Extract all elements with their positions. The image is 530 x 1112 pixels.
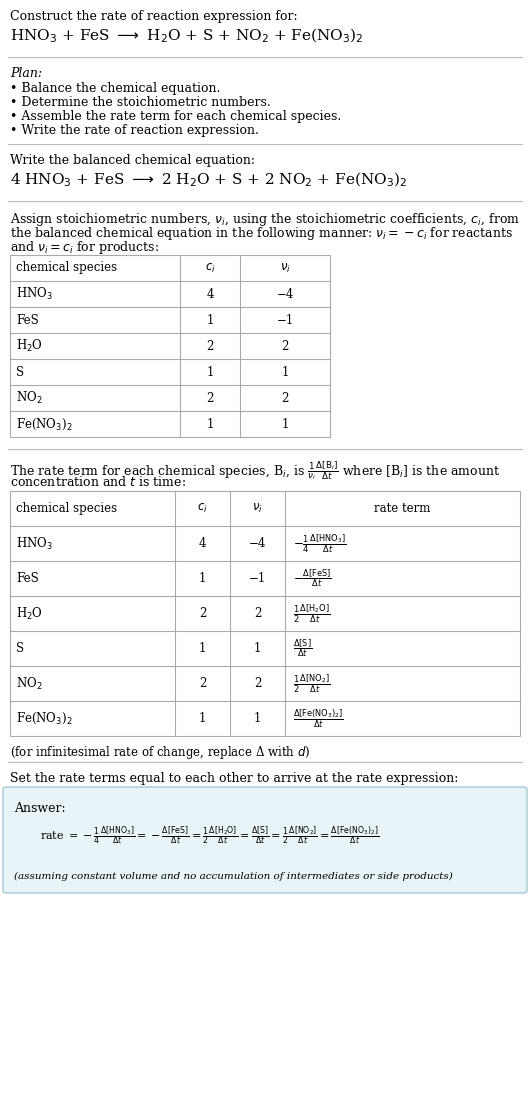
Text: • Balance the chemical equation.: • Balance the chemical equation. (10, 82, 220, 95)
Text: $\frac{1}{2}\frac{\Delta[\mathrm{H_2O}]}{\Delta t}$: $\frac{1}{2}\frac{\Delta[\mathrm{H_2O}]}… (293, 603, 330, 625)
Text: 1: 1 (281, 417, 289, 430)
Text: rate term: rate term (374, 502, 431, 515)
Text: $\nu_i$: $\nu_i$ (280, 261, 290, 275)
Text: $c_i$: $c_i$ (197, 502, 208, 515)
Text: FeS: FeS (16, 572, 39, 585)
Bar (10, 255, 330, 437)
Text: 4: 4 (199, 537, 206, 550)
Text: $\frac{\Delta[\mathrm{Fe(NO_3)_2}]}{\Delta t}$: $\frac{\Delta[\mathrm{Fe(NO_3)_2}]}{\Del… (293, 707, 344, 729)
Text: HNO$_3$: HNO$_3$ (16, 536, 53, 552)
Text: 2: 2 (199, 607, 206, 620)
Text: 4: 4 (206, 288, 214, 300)
Text: FeS: FeS (16, 314, 39, 327)
Text: HNO$_3$ + FeS $\longrightarrow$ H$_2$O + S + NO$_2$ + Fe(NO$_3$)$_2$: HNO$_3$ + FeS $\longrightarrow$ H$_2$O +… (10, 27, 364, 46)
Text: rate $= -\frac{1}{4}\frac{\Delta[\mathrm{HNO_3}]}{\Delta t} = -\frac{\Delta[\mat: rate $= -\frac{1}{4}\frac{\Delta[\mathrm… (40, 825, 379, 847)
Text: and $\nu_i = c_i$ for products:: and $\nu_i = c_i$ for products: (10, 239, 159, 256)
Text: Write the balanced chemical equation:: Write the balanced chemical equation: (10, 153, 255, 167)
Text: 2: 2 (254, 677, 261, 691)
Text: $\nu_i$: $\nu_i$ (252, 502, 263, 515)
Text: 2: 2 (199, 677, 206, 691)
Text: 2: 2 (254, 607, 261, 620)
Bar (10, 492, 520, 736)
Text: 1: 1 (206, 314, 214, 327)
Text: −4: −4 (276, 288, 294, 300)
Text: 2: 2 (281, 339, 289, 353)
Text: Construct the rate of reaction expression for:: Construct the rate of reaction expressio… (10, 10, 298, 23)
Text: 4 HNO$_3$ + FeS $\longrightarrow$ 2 H$_2$O + S + 2 NO$_2$ + Fe(NO$_3$)$_2$: 4 HNO$_3$ + FeS $\longrightarrow$ 2 H$_2… (10, 171, 407, 189)
Text: 2: 2 (206, 391, 214, 405)
Text: NO$_2$: NO$_2$ (16, 675, 42, 692)
Text: • Write the rate of reaction expression.: • Write the rate of reaction expression. (10, 125, 259, 137)
Text: 1: 1 (254, 712, 261, 725)
Text: −1: −1 (249, 572, 266, 585)
Text: Set the rate terms equal to each other to arrive at the rate expression:: Set the rate terms equal to each other t… (10, 772, 458, 785)
Text: −1: −1 (276, 314, 294, 327)
Text: H$_2$O: H$_2$O (16, 605, 43, 622)
Text: Fe(NO$_3$)$_2$: Fe(NO$_3$)$_2$ (16, 416, 73, 431)
Text: 1: 1 (254, 642, 261, 655)
Text: Answer:: Answer: (14, 802, 66, 815)
Text: $-\frac{\Delta[\mathrm{FeS}]}{\Delta t}$: $-\frac{\Delta[\mathrm{FeS}]}{\Delta t}$ (293, 567, 332, 589)
Text: H$_2$O: H$_2$O (16, 338, 43, 354)
Text: 1: 1 (206, 417, 214, 430)
Text: • Determine the stoichiometric numbers.: • Determine the stoichiometric numbers. (10, 96, 271, 109)
Text: 1: 1 (199, 712, 206, 725)
Text: (assuming constant volume and no accumulation of intermediates or side products): (assuming constant volume and no accumul… (14, 872, 453, 881)
Text: Fe(NO$_3$)$_2$: Fe(NO$_3$)$_2$ (16, 711, 73, 726)
Text: 2: 2 (281, 391, 289, 405)
Text: $-\frac{1}{4}\frac{\Delta[\mathrm{HNO_3}]}{\Delta t}$: $-\frac{1}{4}\frac{\Delta[\mathrm{HNO_3}… (293, 533, 347, 555)
FancyBboxPatch shape (3, 787, 527, 893)
Text: S: S (16, 366, 24, 378)
Text: $\frac{1}{2}\frac{\Delta[\mathrm{NO_2}]}{\Delta t}$: $\frac{1}{2}\frac{\Delta[\mathrm{NO_2}]}… (293, 673, 330, 695)
Text: The rate term for each chemical species, B$_i$, is $\frac{1}{\nu_i}\frac{\Delta[: The rate term for each chemical species,… (10, 459, 500, 481)
Text: the balanced chemical equation in the following manner: $\nu_i = -c_i$ for react: the balanced chemical equation in the fo… (10, 225, 513, 242)
Text: 1: 1 (199, 642, 206, 655)
Text: −4: −4 (249, 537, 266, 550)
Text: $\frac{\Delta[\mathrm{S}]}{\Delta t}$: $\frac{\Delta[\mathrm{S}]}{\Delta t}$ (293, 637, 312, 659)
Text: S: S (16, 642, 24, 655)
Text: 1: 1 (199, 572, 206, 585)
Text: 2: 2 (206, 339, 214, 353)
Text: 1: 1 (206, 366, 214, 378)
Text: chemical species: chemical species (16, 261, 117, 275)
Text: Assign stoichiometric numbers, $\nu_i$, using the stoichiometric coefficients, $: Assign stoichiometric numbers, $\nu_i$, … (10, 211, 520, 228)
Text: (for infinitesimal rate of change, replace Δ with $d$): (for infinitesimal rate of change, repla… (10, 744, 311, 761)
Text: Plan:: Plan: (10, 67, 42, 80)
Text: HNO$_3$: HNO$_3$ (16, 286, 53, 302)
Text: • Assemble the rate term for each chemical species.: • Assemble the rate term for each chemic… (10, 110, 341, 123)
Text: $c_i$: $c_i$ (205, 261, 215, 275)
Text: concentration and $t$ is time:: concentration and $t$ is time: (10, 475, 186, 489)
Text: chemical species: chemical species (16, 502, 117, 515)
Text: NO$_2$: NO$_2$ (16, 390, 42, 406)
Text: 1: 1 (281, 366, 289, 378)
